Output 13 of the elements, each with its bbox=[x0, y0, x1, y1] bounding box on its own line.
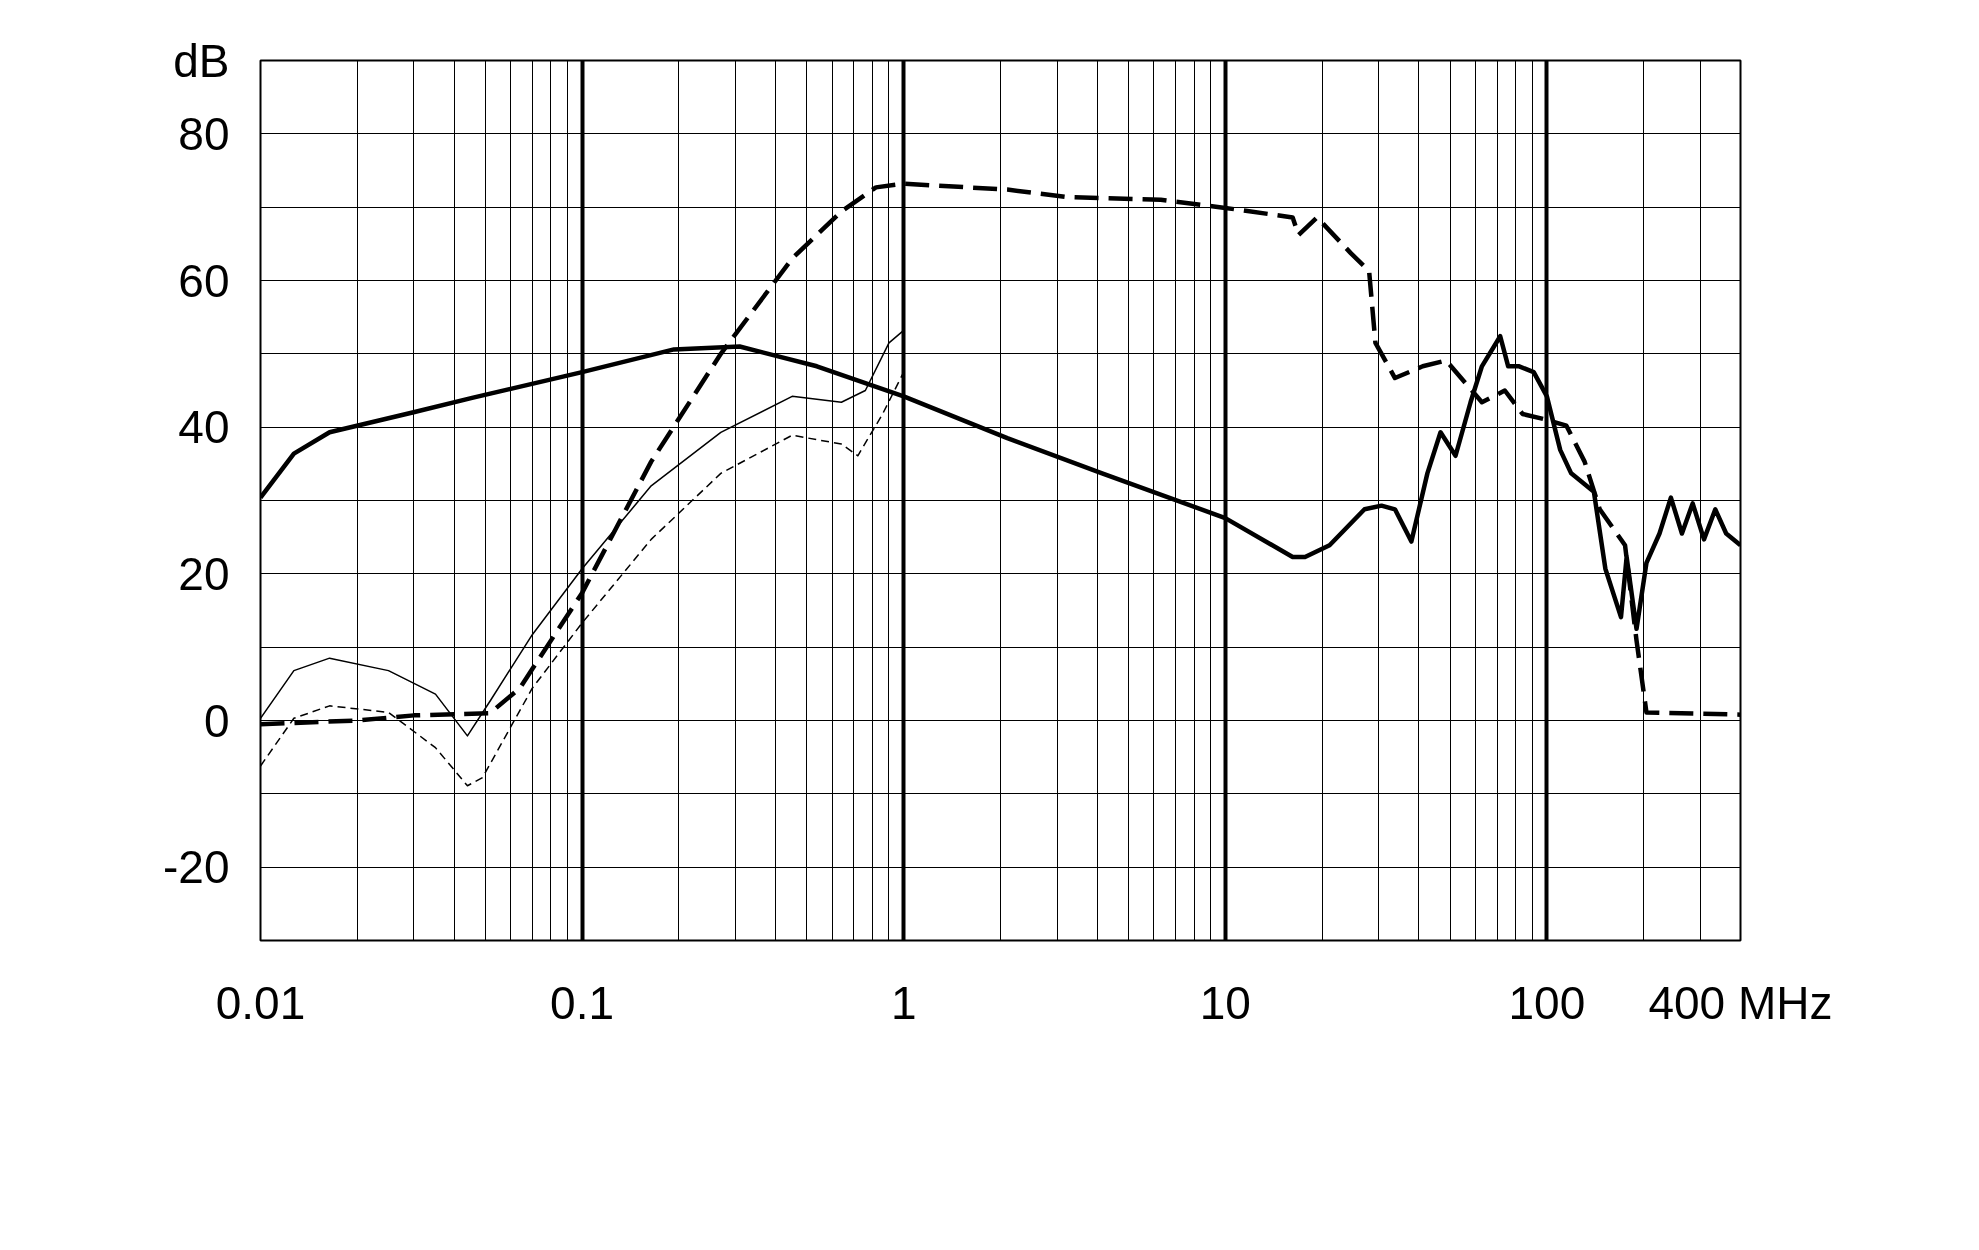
x-tick-label: 1 bbox=[890, 976, 917, 1029]
x-tick-label: 0.01 bbox=[215, 976, 306, 1029]
y-tick-label: 80 bbox=[178, 107, 230, 160]
y-tick-label: 0 bbox=[203, 694, 230, 747]
y-tick-label: 40 bbox=[178, 401, 230, 454]
y-tick-label: 20 bbox=[178, 547, 230, 600]
y-tick-label: -20 bbox=[163, 841, 230, 894]
x-tick-label: 400 MHz bbox=[1648, 976, 1833, 1029]
y-tick-label: dB bbox=[173, 34, 230, 87]
x-tick-label: 0.1 bbox=[550, 976, 615, 1029]
x-tick-label: 10 bbox=[1199, 976, 1251, 1029]
y-tick-label: 60 bbox=[178, 254, 230, 307]
x-tick-label: 100 bbox=[1508, 976, 1586, 1029]
